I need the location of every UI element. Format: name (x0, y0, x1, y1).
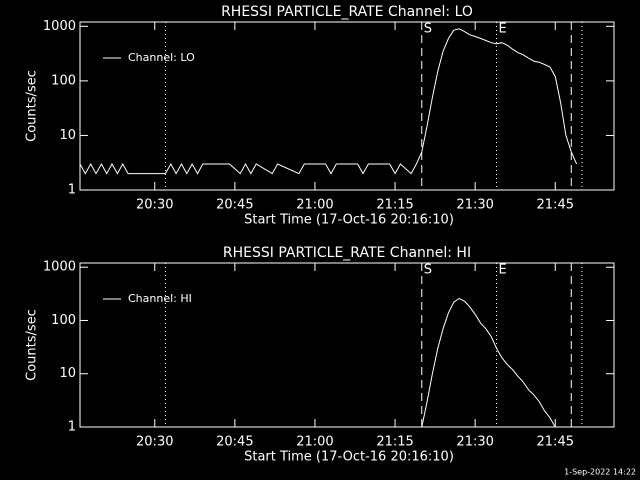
x-tick-label: 21:45 (537, 198, 574, 213)
footer: 1-Sep-2022 14:22 (564, 468, 636, 477)
plot-frame (79, 21, 615, 191)
data-line (421, 297, 556, 428)
marker-label: E (499, 263, 507, 278)
x-tick-label: 20:30 (136, 435, 173, 450)
marker-label: S (424, 263, 432, 278)
x-tick-label: 21:15 (376, 198, 413, 213)
chart-title: RHESSI PARTICLE_RATE Channel: HI (223, 245, 471, 261)
x-tick-label: 20:45 (216, 198, 253, 213)
x-tick-label: 21:30 (456, 198, 493, 213)
y-tick-label: 100 (51, 73, 76, 88)
x-tick-label: 20:30 (136, 198, 173, 213)
y-tick-label: 1 (68, 183, 76, 198)
x-tick-label: 21:00 (296, 435, 333, 450)
x-tick-label: 20:45 (216, 435, 253, 450)
y-axis-label: Counts/sec (25, 70, 40, 142)
x-tick-label: 21:15 (376, 435, 413, 450)
y-tick-label: 10 (59, 128, 76, 143)
legend-label: Channel: LO (128, 51, 195, 64)
data-line (79, 28, 578, 175)
marker-label: S (424, 22, 432, 37)
y-tick-label: 10 (59, 366, 76, 381)
legend-label: Channel: HI (128, 292, 192, 305)
y-tick-label: 1000 (43, 260, 76, 275)
chart-title: RHESSI PARTICLE_RATE Channel: LO (221, 4, 473, 20)
x-tick-label: 21:00 (296, 198, 333, 213)
y-tick-label: 1 (68, 420, 76, 435)
y-tick-label: 1000 (43, 19, 76, 34)
x-axis-label: Start Time (17-Oct-16 20:16:10) (244, 213, 454, 228)
x-axis-label: Start Time (17-Oct-16 20:16:10) (244, 450, 454, 465)
x-tick-label: 21:30 (456, 435, 493, 450)
x-tick-label: 21:45 (537, 435, 574, 450)
plot-frame (79, 262, 615, 428)
y-tick-label: 100 (51, 313, 76, 328)
marker-label: E (499, 22, 507, 37)
y-axis-label: Counts/sec (25, 309, 40, 381)
